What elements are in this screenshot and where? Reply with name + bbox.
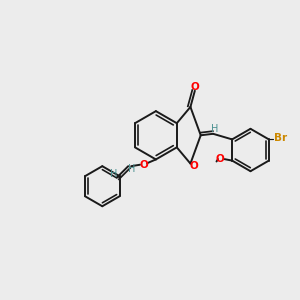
Text: H: H [211,124,218,134]
Text: H: H [110,169,117,179]
Text: Br: Br [274,133,287,143]
Text: H: H [128,164,135,174]
Text: O: O [139,160,148,170]
Text: O: O [190,82,199,92]
Text: O: O [216,154,225,164]
Text: O: O [190,161,198,171]
